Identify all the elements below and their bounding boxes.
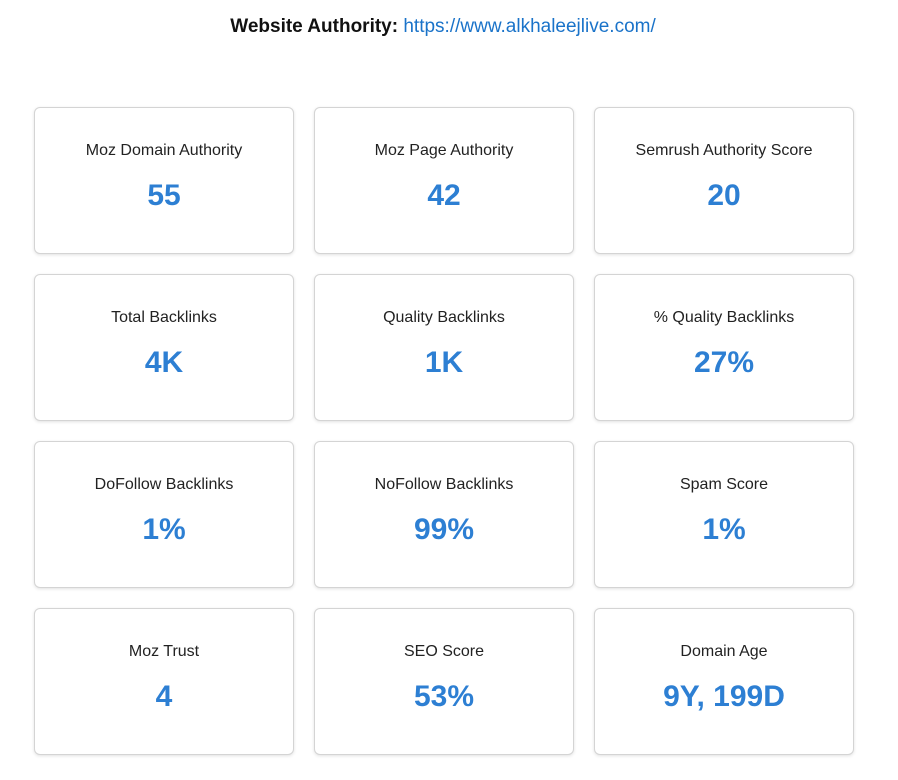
metric-label: Moz Domain Authority — [85, 142, 243, 159]
metric-value: 4K — [144, 346, 184, 379]
metric-label: NoFollow Backlinks — [374, 476, 514, 493]
metric-card-moz-trust: Moz Trust 4 — [34, 608, 294, 755]
header-label: Website Authority: — [230, 16, 399, 37]
metric-value: 99% — [413, 513, 475, 546]
metric-label: DoFollow Backlinks — [94, 476, 234, 493]
metric-card-quality-backlinks: Quality Backlinks 1K — [314, 274, 574, 421]
metric-value: 4 — [155, 680, 173, 713]
metric-card-nofollow-backlinks: NoFollow Backlinks 99% — [314, 441, 574, 588]
metric-card-moz-page-authority: Moz Page Authority 42 — [314, 107, 574, 254]
metric-card-total-backlinks: Total Backlinks 4K — [34, 274, 294, 421]
metric-card-seo-score: SEO Score 53% — [314, 608, 574, 755]
metric-card-moz-domain-authority: Moz Domain Authority 55 — [34, 107, 294, 254]
metric-label: Moz Page Authority — [374, 142, 514, 159]
metric-value: 53% — [413, 680, 475, 713]
metric-label: SEO Score — [403, 643, 485, 660]
metric-label: Domain Age — [680, 643, 768, 660]
metric-value: 27% — [693, 346, 755, 379]
metrics-grid: Moz Domain Authority 55 Moz Page Authori… — [34, 107, 854, 755]
website-authority-header: Website Authority: https://www.alkhaleej… — [0, 14, 886, 40]
metric-label: Spam Score — [679, 476, 769, 493]
metric-value: 1K — [424, 346, 464, 379]
website-url-link[interactable]: https://www.alkhaleejlive.com/ — [403, 16, 656, 37]
metric-label: Quality Backlinks — [383, 309, 505, 326]
metric-label: Total Backlinks — [111, 309, 217, 326]
metric-label: Semrush Authority Score — [635, 142, 813, 159]
metric-card-spam-score: Spam Score 1% — [594, 441, 854, 588]
metric-card-dofollow-backlinks: DoFollow Backlinks 1% — [34, 441, 294, 588]
metric-label: % Quality Backlinks — [653, 309, 795, 326]
metric-value: 55 — [147, 179, 181, 212]
metric-card-domain-age: Domain Age 9Y, 199D — [594, 608, 854, 755]
metric-value: 1% — [702, 513, 746, 546]
metric-card-semrush-authority-score: Semrush Authority Score 20 — [594, 107, 854, 254]
metric-card-percent-quality-backlinks: % Quality Backlinks 27% — [594, 274, 854, 421]
metric-label: Moz Trust — [128, 643, 200, 660]
metric-value: 9Y, 199D — [663, 680, 785, 713]
metric-value: 42 — [427, 179, 461, 212]
metric-value: 20 — [707, 179, 741, 212]
metric-value: 1% — [142, 513, 186, 546]
